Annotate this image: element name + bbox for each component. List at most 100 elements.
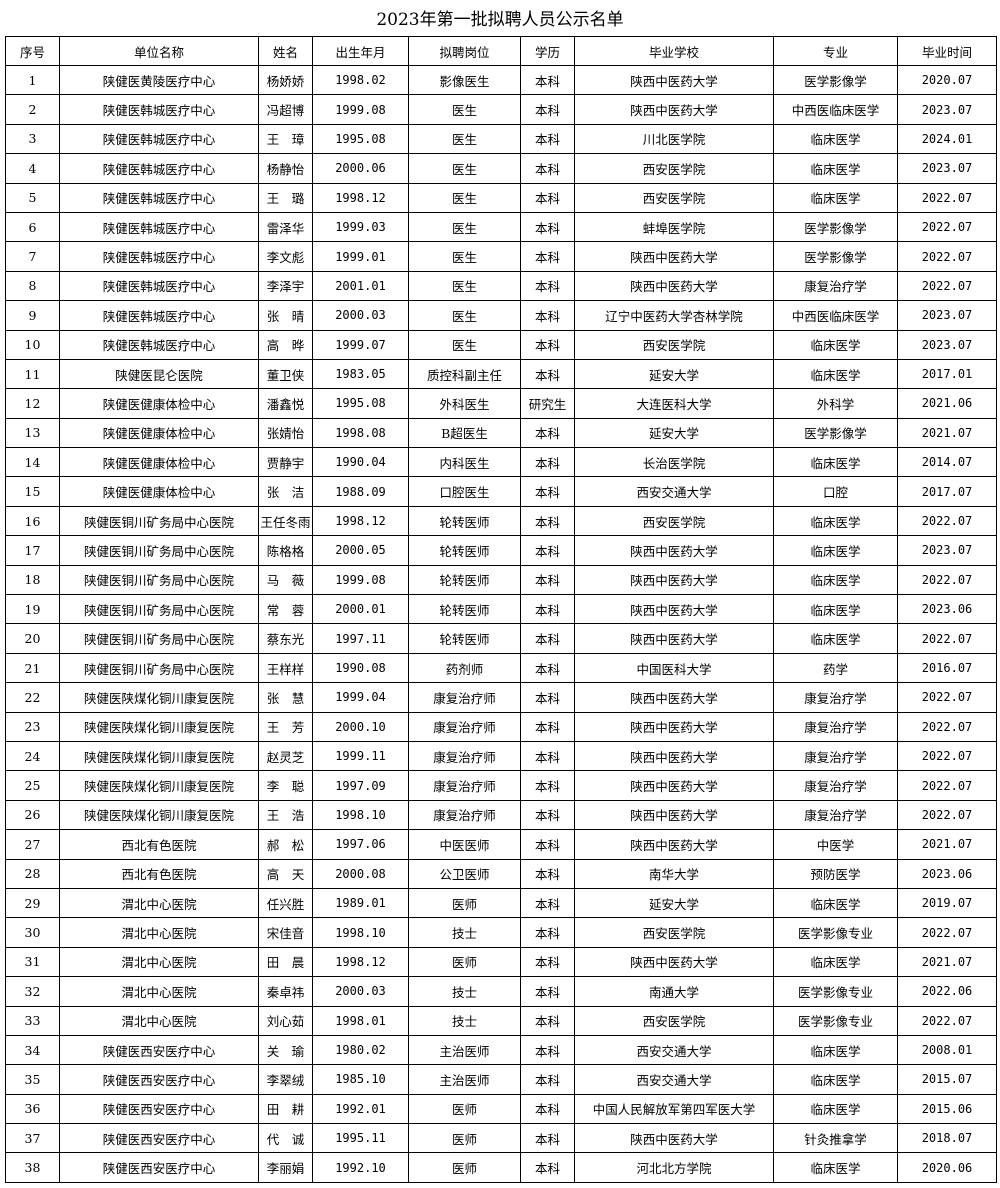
cell-birth: 1990.04 [312, 447, 409, 478]
cell-unit: 陕健医黄陵医疗中心 [59, 64, 259, 96]
cell-seq: 1 [5, 64, 60, 96]
cell-degree: 本科 [520, 241, 575, 272]
cell-unit: 陕健医陕煤化铜川康复医院 [59, 770, 259, 801]
cell-birth: 1997.11 [312, 623, 409, 654]
cell-position: 公卫医师 [408, 858, 521, 889]
cell-unit: 陕健医陕煤化铜川康复医院 [59, 740, 259, 772]
cell-grad-date: 2022.07 [897, 917, 997, 948]
cell-grad-date: 2015.07 [897, 1064, 997, 1095]
cell-unit: 渭北中心医院 [59, 976, 259, 1007]
cell-degree: 本科 [520, 476, 575, 507]
cell-name: 秦卓祎 [258, 976, 313, 1007]
cell-birth: 1998.12 [312, 182, 409, 213]
cell-birth: 1998.12 [312, 505, 409, 537]
cell-seq: 12 [5, 388, 60, 419]
cell-position: 康复治疗师 [408, 711, 521, 742]
table-row: 33 渭北中心医院 刘心茹 1998.01 技士 本科 西安医学院 医学影像专业 2022.07 [5, 1005, 997, 1036]
cell-school: 陕西中医药大学 [574, 564, 774, 596]
cell-name: 田 晨 [258, 946, 313, 978]
cell-position: 医生 [408, 182, 521, 213]
cell-school: 陕西中医药大学 [574, 270, 774, 302]
cell-birth: 1992.01 [312, 1093, 409, 1125]
cell-seq: 31 [5, 946, 60, 978]
cell-seq: 38 [5, 1152, 60, 1183]
cell-position: 医生 [408, 123, 521, 155]
cell-grad-date: 2023.07 [897, 94, 997, 125]
cell-birth: 2000.10 [312, 711, 409, 742]
cell-name: 潘鑫悦 [258, 388, 313, 419]
cell-birth: 1990.08 [312, 652, 409, 684]
cell-name: 杨娇娇 [258, 64, 313, 96]
cell-seq: 23 [5, 711, 60, 742]
cell-birth: 1988.09 [312, 476, 409, 507]
cell-major: 临床医学 [773, 887, 898, 919]
cell-degree: 本科 [520, 682, 575, 713]
cell-birth: 1980.02 [312, 1034, 409, 1066]
header-seq: 序号 [5, 36, 60, 66]
cell-birth: 2000.01 [312, 594, 409, 625]
cell-grad-date: 2016.07 [897, 652, 997, 684]
cell-degree: 本科 [520, 887, 575, 919]
cell-school: 陕西中医药大学 [574, 770, 774, 801]
cell-unit: 陕健医西安医疗中心 [59, 1152, 259, 1183]
cell-grad-date: 2017.01 [897, 358, 997, 390]
table-header-row: 序号 单位名称 姓名 出生年月 拟聘岗位 学历 毕业学校 专业 毕业时间 [5, 36, 997, 66]
cell-birth: 1999.08 [312, 564, 409, 596]
cell-grad-date: 2022.07 [897, 799, 997, 831]
cell-seq: 8 [5, 270, 60, 302]
cell-position: 技士 [408, 976, 521, 1007]
cell-unit: 陕健医韩城医疗中心 [59, 123, 259, 155]
cell-birth: 2000.08 [312, 858, 409, 889]
cell-degree: 本科 [520, 270, 575, 302]
cell-name: 张 晴 [258, 300, 313, 331]
cell-birth: 1997.09 [312, 770, 409, 801]
cell-grad-date: 2023.07 [897, 300, 997, 331]
table-row: 16 陕健医铜川矿务局中心医院 王任冬雨 1998.12 轮转医师 本科 西安医学院 临床医学… [5, 505, 997, 537]
table-row: 22 陕健医陕煤化铜川康复医院张 慧 1999.04 康复治疗师 本科 陕西中医药大学 康复… [5, 682, 997, 713]
table-row: 5 陕健医韩城医疗中心王 璐 1998.12 医生 本科 西安医学院 临床医学 2022.07 [5, 182, 997, 213]
cell-unit: 陕健医韩城医疗中心 [59, 211, 259, 243]
cell-unit: 陕健医陕煤化铜川康复医院 [59, 682, 259, 713]
cell-name: 赵灵芝 [258, 740, 313, 772]
cell-seq: 28 [5, 858, 60, 889]
cell-degree: 本科 [520, 64, 575, 96]
cell-birth: 1999.03 [312, 211, 409, 243]
cell-major: 临床医学 [773, 946, 898, 978]
cell-degree: 本科 [520, 711, 575, 742]
cell-position: 质控科副主任 [408, 358, 521, 390]
cell-birth: 1995.08 [312, 123, 409, 155]
cell-birth: 1989.01 [312, 887, 409, 919]
cell-school: 西安医学院 [574, 505, 774, 537]
cell-unit: 陕健医健康体检中心 [59, 417, 259, 449]
cell-degree: 本科 [520, 1005, 575, 1036]
cell-grad-date: 2022.07 [897, 1005, 997, 1036]
cell-major: 临床医学 [773, 123, 898, 155]
cell-major: 临床医学 [773, 153, 898, 184]
cell-grad-date: 2022.07 [897, 241, 997, 272]
cell-unit: 陕健医铜川矿务局中心医院 [59, 535, 259, 566]
cell-seq: 5 [5, 182, 60, 213]
cell-position: 医生 [408, 211, 521, 243]
cell-unit: 陕健医铜川矿务局中心医院 [59, 652, 259, 684]
cell-position: 康复治疗师 [408, 799, 521, 831]
cell-name: 高 晔 [258, 329, 313, 360]
cell-grad-date: 2022.07 [897, 770, 997, 801]
cell-position: 药剂师 [408, 652, 521, 684]
cell-school: 陕西中医药大学 [574, 594, 774, 625]
cell-major: 外科学 [773, 388, 898, 419]
table-row: 36 陕健医西安医疗中心田 耕 1992.01 医师 本科 中国人民解放军第四军医大学 临床… [5, 1093, 997, 1125]
table-row: 15 陕健医健康体检中心张 洁 1988.09 口腔医生 本科 西安交通大学 口腔 2017.… [5, 476, 997, 507]
cell-position: 口腔医生 [408, 476, 521, 507]
cell-unit: 陕健医昆仑医院 [59, 358, 259, 390]
cell-name: 王 璋 [258, 123, 313, 155]
cell-name: 李丽娟 [258, 1152, 313, 1183]
table-row: 7 陕健医韩城医疗中心 李文彪 1999.01 医生 本科 陕西中医药大学 医学影像学 2022… [5, 241, 997, 272]
table-row: 24 陕健医陕煤化铜川康复医院 赵灵芝 1999.11 康复治疗师 本科 陕西中医药大学 康复… [5, 740, 997, 772]
cell-degree: 本科 [520, 447, 575, 478]
cell-name: 雷泽华 [258, 211, 313, 243]
cell-name: 王任冬雨 [258, 505, 313, 537]
cell-major: 临床医学 [773, 623, 898, 654]
cell-unit: 陕健医韩城医疗中心 [59, 94, 259, 125]
cell-school: 长治医学院 [574, 447, 774, 478]
cell-school: 蚌埠医学院 [574, 211, 774, 243]
